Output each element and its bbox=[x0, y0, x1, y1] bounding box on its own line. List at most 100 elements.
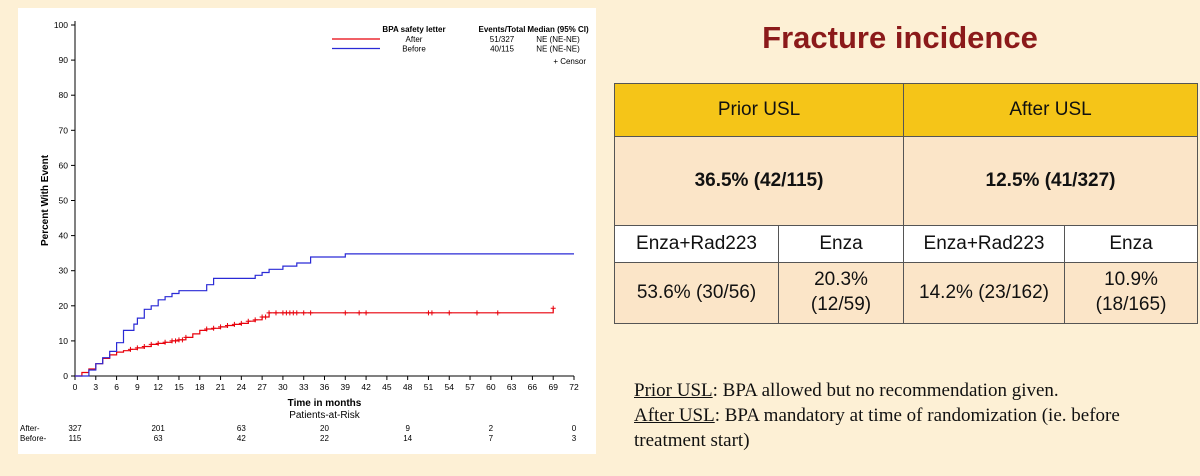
value-line: 10.9% bbox=[1104, 269, 1158, 291]
censor-mark bbox=[252, 317, 258, 323]
risk-table-title: Patients-at-Risk bbox=[289, 410, 361, 421]
risk-value: 2 bbox=[489, 424, 494, 433]
risk-value: 14 bbox=[403, 434, 412, 443]
censor-mark bbox=[294, 310, 300, 316]
slide-title: Fracture incidence bbox=[762, 20, 1038, 55]
x-tick-label: 9 bbox=[135, 382, 140, 392]
x-tick-label: 60 bbox=[486, 382, 496, 392]
legend-header: BPA safety letter bbox=[382, 25, 445, 34]
x-tick-label: 3 bbox=[93, 382, 98, 392]
x-tick-label: 63 bbox=[507, 382, 517, 392]
x-tick-label: 69 bbox=[548, 382, 558, 392]
risk-value: 42 bbox=[237, 434, 246, 443]
censor-mark bbox=[495, 310, 501, 316]
censor-mark bbox=[211, 325, 217, 331]
censor-mark bbox=[155, 340, 161, 346]
x-tick-label: 24 bbox=[237, 382, 247, 392]
y-tick-label: 10 bbox=[59, 336, 69, 346]
legend-events-total: 51/327 bbox=[490, 35, 515, 44]
x-tick-label: 0 bbox=[73, 382, 78, 392]
censor-mark bbox=[231, 321, 237, 327]
y-tick-label: 30 bbox=[59, 266, 69, 276]
y-tick-label: 50 bbox=[59, 196, 69, 206]
risk-value: 20 bbox=[320, 424, 329, 433]
x-tick-label: 30 bbox=[278, 382, 288, 392]
censor-mark bbox=[446, 310, 452, 316]
note-prior-usl: Prior USL: BPA allowed but no recommenda… bbox=[634, 378, 1194, 403]
subgroup-prior-enza: Enza bbox=[777, 225, 905, 263]
x-tick-label: 57 bbox=[465, 382, 475, 392]
series-line-before bbox=[75, 253, 574, 377]
censor-mark bbox=[301, 310, 307, 316]
value-line: 53.6% (30/56) bbox=[636, 281, 757, 303]
y-tick-label: 40 bbox=[59, 231, 69, 241]
value-prior-enza-rad223: 53.6% (30/56) bbox=[614, 262, 779, 324]
censor-mark bbox=[238, 320, 244, 326]
censor-mark bbox=[172, 338, 178, 344]
subgroup-after-enza-rad223: Enza+Rad223 bbox=[903, 225, 1066, 263]
overall-after-usl: 12.5% (41/327) bbox=[903, 136, 1199, 226]
header-after-usl: After USL bbox=[903, 83, 1199, 137]
legend-label: After bbox=[406, 35, 423, 44]
y-tick-label: 80 bbox=[59, 90, 69, 100]
censor-mark bbox=[218, 324, 224, 330]
risk-row-label: Before- bbox=[20, 434, 47, 443]
table-overall-row: 36.5% (42/115) 12.5% (41/327) bbox=[613, 136, 1199, 226]
risk-value: 0 bbox=[572, 424, 577, 433]
definitions-notes: Prior USL: BPA allowed but no recommenda… bbox=[634, 378, 1194, 453]
x-tick-label: 33 bbox=[299, 382, 309, 392]
legend-label: Before bbox=[402, 45, 426, 54]
legend-events-total: 40/115 bbox=[490, 45, 514, 54]
risk-value: 115 bbox=[69, 434, 82, 443]
note-term: After USL bbox=[634, 405, 715, 427]
legend-median: NE (NE-NE) bbox=[536, 45, 580, 54]
note-term: Prior USL bbox=[634, 380, 713, 401]
note-text: : BPA allowed but no recommendation give… bbox=[712, 380, 1059, 401]
overall-prior-usl: 36.5% (42/115) bbox=[613, 136, 905, 226]
censor-mark bbox=[429, 310, 435, 316]
x-tick-label: 39 bbox=[341, 382, 351, 392]
y-tick-label: 20 bbox=[59, 301, 69, 311]
censor-mark bbox=[204, 326, 210, 332]
censor-mark bbox=[134, 345, 140, 351]
risk-row-label: After- bbox=[20, 424, 40, 433]
censor-mark bbox=[342, 310, 348, 316]
value-line: 14.2% (23/162) bbox=[919, 281, 1049, 303]
x-tick-label: 15 bbox=[174, 382, 184, 392]
note-after-usl: After USL: BPA mandatory at time of rand… bbox=[634, 403, 1194, 453]
subgroup-prior-enza-rad223: Enza+Rad223 bbox=[614, 225, 779, 263]
x-tick-label: 36 bbox=[320, 382, 330, 392]
x-tick-label: 72 bbox=[569, 382, 579, 392]
chart-legend: BPA safety letter Events/Total Median (95%… bbox=[332, 25, 589, 66]
censor-mark bbox=[183, 334, 189, 340]
censor-mark bbox=[363, 310, 369, 316]
legend-header: Events/Total bbox=[479, 25, 526, 34]
value-after-enza-rad223: 14.2% (23/162) bbox=[903, 262, 1066, 324]
y-tick-label: 70 bbox=[59, 125, 69, 135]
fracture-incidence-table: Prior USL After USL 36.5% (42/115) 12.5%… bbox=[613, 83, 1199, 324]
risk-value: 201 bbox=[151, 424, 165, 433]
legend-censor-note: + Censor bbox=[553, 57, 586, 66]
header-prior-usl: Prior USL bbox=[613, 83, 905, 137]
y-tick-label: 0 bbox=[63, 371, 68, 381]
risk-value: 3 bbox=[572, 434, 577, 443]
legend-header: Median (95% CI) bbox=[527, 25, 589, 34]
censor-mark bbox=[263, 314, 269, 320]
x-tick-label: 12 bbox=[153, 382, 163, 392]
risk-value: 63 bbox=[237, 424, 246, 433]
chart-series bbox=[75, 253, 574, 377]
censor-mark bbox=[224, 322, 230, 328]
x-tick-label: 21 bbox=[216, 382, 226, 392]
x-tick-label: 66 bbox=[528, 382, 538, 392]
censor-mark bbox=[266, 310, 272, 316]
risk-value: 7 bbox=[489, 434, 494, 443]
censor-mark bbox=[273, 310, 279, 316]
series-line-after bbox=[75, 308, 554, 377]
risk-value: 22 bbox=[320, 434, 329, 443]
x-tick-label: 27 bbox=[257, 382, 267, 392]
risk-value: 327 bbox=[68, 424, 82, 433]
x-tick-label: 18 bbox=[195, 382, 205, 392]
